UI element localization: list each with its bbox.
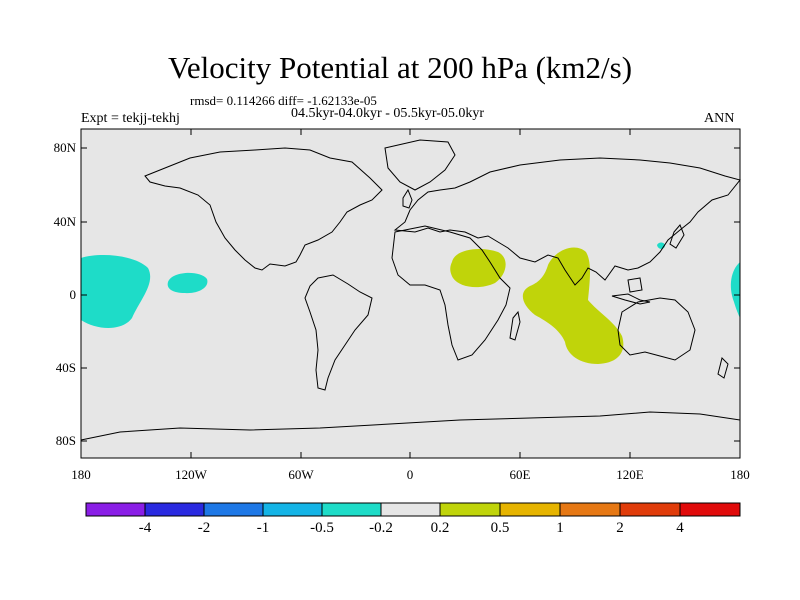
colorbar-box-0 bbox=[85, 502, 146, 517]
negative-anomaly-east-pacific bbox=[167, 272, 208, 294]
y-label-40n: 40N bbox=[53, 214, 76, 229]
season-label: ANN bbox=[704, 111, 735, 126]
colorbar-box-10 bbox=[679, 502, 741, 517]
stats-subtitle: rmsd= 0.114266 diff= -1.62133e-05 bbox=[190, 93, 377, 108]
negative-anomaly-central-pacific bbox=[81, 255, 151, 328]
period-subtitle: 04.5kyr-04.0kyr - 05.5kyr-05.0kyr bbox=[291, 106, 485, 121]
y-label-80s: 80S bbox=[55, 433, 76, 448]
coast-africa bbox=[391, 225, 511, 361]
colorbar-label-3: -0.5 bbox=[310, 520, 334, 536]
colorbar-label-2: -1 bbox=[256, 520, 270, 536]
x-label-180e: 180 bbox=[730, 467, 750, 482]
coast-europe-asia bbox=[393, 157, 741, 286]
map-background bbox=[81, 129, 740, 458]
coast-south-america bbox=[304, 274, 373, 391]
colorbar-label-1: -2 bbox=[197, 520, 211, 536]
colorbar-box-8 bbox=[559, 502, 621, 517]
coast-borneo-indonesia bbox=[611, 277, 651, 305]
axis-ticks bbox=[81, 129, 740, 458]
y-label-80n: 80N bbox=[53, 140, 76, 155]
coast-north-america bbox=[144, 147, 383, 271]
x-label-60w: 60W bbox=[288, 467, 314, 482]
positive-anomaly-east-africa bbox=[450, 249, 506, 288]
colorbar-label-7: 1 bbox=[556, 520, 564, 536]
colorbar-label-8: 2 bbox=[616, 520, 624, 536]
colorbar-box-9 bbox=[619, 502, 681, 517]
colorbar-label-6: 0.5 bbox=[490, 520, 510, 536]
negative-anomaly-west-pacific bbox=[730, 262, 740, 318]
positive-anomaly-indian-ocean bbox=[522, 247, 624, 364]
coast-australia bbox=[617, 297, 696, 361]
colorbar-label-0: -4 bbox=[138, 520, 152, 536]
x-label-60e: 60E bbox=[509, 467, 531, 482]
coast-new-zealand bbox=[717, 357, 729, 379]
coastlines bbox=[80, 139, 741, 441]
colorbar-label-4: -0.2 bbox=[369, 520, 393, 536]
colorbar-box-1 bbox=[144, 502, 205, 517]
x-label-120w: 120W bbox=[175, 467, 207, 482]
colorbar-box-5 bbox=[380, 502, 441, 517]
x-label-120e: 120E bbox=[616, 467, 644, 482]
colorbar-box-3 bbox=[262, 502, 323, 517]
coast-madagascar bbox=[509, 310, 521, 341]
plot-title: Velocity Potential at 200 hPa (km2/s) bbox=[167, 50, 633, 85]
y-label-0: 0 bbox=[69, 287, 77, 302]
x-label-0: 0 bbox=[406, 467, 414, 482]
coast-antarctica bbox=[80, 411, 741, 441]
experiment-label: Expt = tekjj-tekhj bbox=[81, 111, 180, 126]
colorbar-box-4 bbox=[321, 502, 382, 517]
coast-greenland bbox=[384, 139, 456, 191]
x-label-180w: 180 bbox=[71, 467, 91, 482]
anomaly-regions bbox=[81, 242, 740, 364]
colorbar-label-9: 4 bbox=[676, 520, 684, 536]
coast-japan bbox=[669, 224, 685, 249]
colorbar-label-5: 0.2 bbox=[430, 520, 450, 536]
coast-uk bbox=[402, 188, 413, 209]
colorbar-box-6 bbox=[439, 502, 501, 517]
colorbar-box-2 bbox=[203, 502, 264, 517]
colorbar bbox=[85, 502, 741, 517]
colorbar-box-7 bbox=[499, 502, 561, 517]
y-label-40s: 40S bbox=[55, 360, 76, 375]
